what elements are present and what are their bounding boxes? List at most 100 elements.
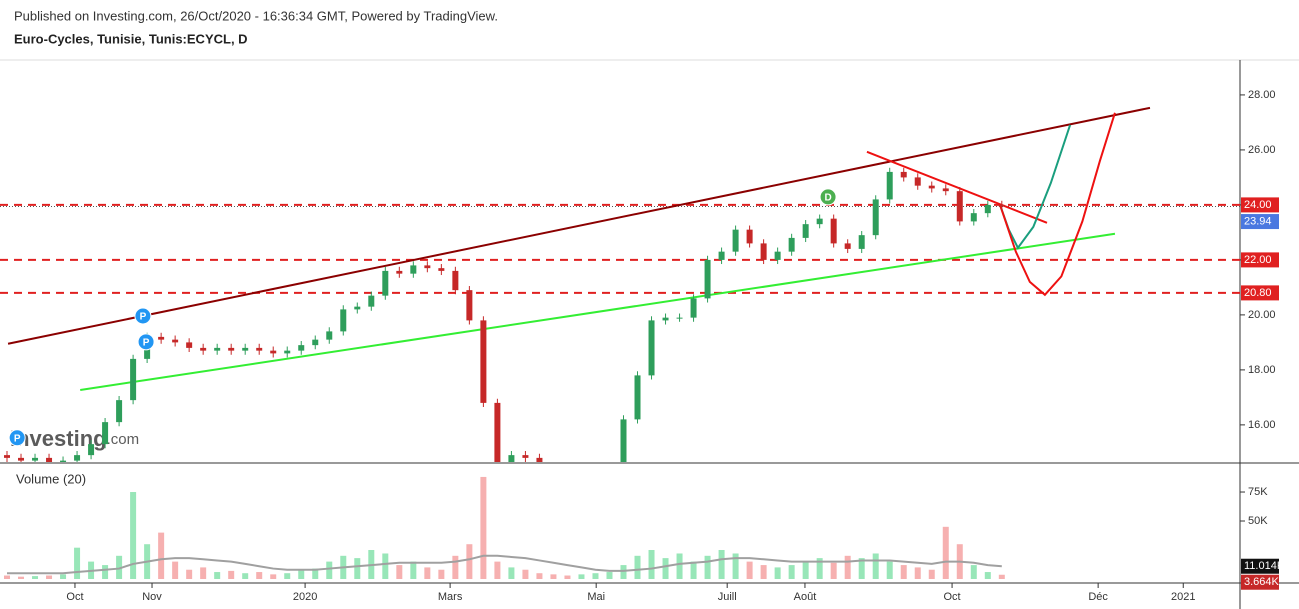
- volume-bar: [102, 565, 109, 579]
- candle-body: [88, 444, 95, 456]
- candle-body: [200, 347, 207, 351]
- candle-body: [18, 457, 25, 461]
- volume-bar: [620, 565, 627, 579]
- volume-bar: [270, 574, 277, 579]
- y-tick-label: 18.00: [1248, 364, 1276, 376]
- axes: Oct Nov 2020 Mars Mai Juill Août Oct Déc 2021 16.0…: [8, 89, 1285, 603]
- volume-bar: [872, 553, 879, 579]
- volume-bar: [284, 573, 291, 579]
- candle-body: [172, 339, 179, 343]
- candle-body: [116, 400, 123, 423]
- value-tag-label: 3.664K: [1244, 576, 1280, 588]
- candle-body: [970, 213, 977, 222]
- volume-bar: [942, 526, 949, 579]
- candle-body: [802, 224, 809, 238]
- price-panel: [0, 106, 1240, 477]
- event-marker: [819, 188, 837, 206]
- candle-body: [704, 259, 711, 299]
- candle-body: [858, 235, 865, 249]
- volume-bar: [704, 555, 711, 579]
- event-marker-label: P: [14, 433, 21, 444]
- candle-body: [984, 204, 991, 214]
- logo-suffix: .com: [107, 431, 140, 448]
- volume-bar: [480, 476, 487, 579]
- trend-line: [999, 124, 1072, 250]
- candle-body: [634, 375, 641, 420]
- candle-body: [508, 455, 515, 462]
- candle-body: [928, 185, 935, 189]
- candle-body: [592, 472, 598, 475]
- published-note: Published on Investing.com, 26/Oct/2020 …: [14, 8, 498, 23]
- y-tick-label: 28.00: [1248, 89, 1276, 101]
- candle-body: [816, 218, 823, 225]
- volume-bar: [382, 553, 389, 579]
- volume-bar: [74, 547, 81, 579]
- value-tag-label: 22.00: [1244, 254, 1272, 266]
- volume-bar: [802, 561, 809, 579]
- trend-line: [80, 232, 1116, 391]
- candle-body: [550, 472, 556, 475]
- volume-bar: [564, 575, 571, 579]
- value-tag: [1241, 574, 1279, 590]
- candle-body: [690, 298, 697, 318]
- x-tick-label: Oct: [944, 591, 961, 603]
- value-tag: [1241, 197, 1279, 213]
- candle-body: [578, 474, 584, 477]
- volume-bar: [298, 569, 305, 579]
- candle-body: [60, 460, 67, 462]
- x-tick-label: Mars: [438, 591, 463, 603]
- trend-line: [866, 150, 1048, 224]
- volume-bar: [466, 544, 473, 579]
- volume-bar: [550, 574, 557, 579]
- event-marker-label: P: [143, 337, 150, 348]
- x-tick-label: 2020: [293, 591, 317, 603]
- volume-bar: [172, 561, 179, 579]
- candle-body: [620, 419, 627, 462]
- x-tick-label: Mai: [587, 591, 605, 603]
- y-tick-label: 26.00: [1248, 144, 1276, 156]
- y-tick-label: 75K: [1248, 486, 1268, 498]
- x-tick-label: 2021: [1171, 591, 1195, 603]
- volume-bar: [508, 567, 515, 579]
- volume-bar: [256, 572, 263, 579]
- candle-body: [396, 270, 403, 274]
- y-tick-label: 20.00: [1248, 309, 1276, 321]
- volume-bar: [200, 567, 207, 579]
- candle-body: [74, 455, 81, 461]
- volume-bar: [326, 561, 333, 579]
- candle-body: [438, 268, 445, 271]
- volume-bar: [578, 574, 585, 579]
- value-tag: [1241, 214, 1279, 230]
- candle-body: [774, 251, 781, 260]
- volume-bar: [984, 572, 991, 579]
- candle-body: [536, 457, 543, 462]
- candle-body: [32, 457, 39, 461]
- value-tag: [1241, 558, 1279, 574]
- x-tick-label: Nov: [142, 591, 162, 603]
- candle-body: [886, 171, 893, 200]
- volume-bar: [914, 567, 921, 579]
- volume-bar: [998, 574, 1005, 579]
- volume-bar: [116, 555, 123, 579]
- volume-bar: [60, 574, 67, 579]
- x-tick-label: Juill: [718, 591, 737, 603]
- candle-body: [746, 229, 753, 244]
- trend-line: [7, 106, 1151, 345]
- value-tag-label: 20.80: [1244, 287, 1272, 299]
- volume-bar: [522, 569, 529, 579]
- volume-bar: [158, 532, 165, 579]
- candle-body: [830, 218, 837, 244]
- volume-bar: [354, 558, 361, 579]
- candle-body: [606, 469, 612, 472]
- candle-body: [760, 243, 767, 260]
- y-tick-label: 16.00: [1248, 419, 1276, 431]
- candle-body: [130, 358, 137, 401]
- volume-bar: [452, 555, 459, 579]
- volume-bar: [718, 550, 725, 579]
- volume-bar: [606, 572, 613, 579]
- candle-body: [788, 237, 795, 252]
- candle-body: [186, 342, 193, 348]
- candle-body: [466, 290, 473, 321]
- symbol-title: Euro-Cycles, Tunisie, Tunis:ECYCL, D: [14, 31, 248, 46]
- volume-bar: [662, 558, 669, 579]
